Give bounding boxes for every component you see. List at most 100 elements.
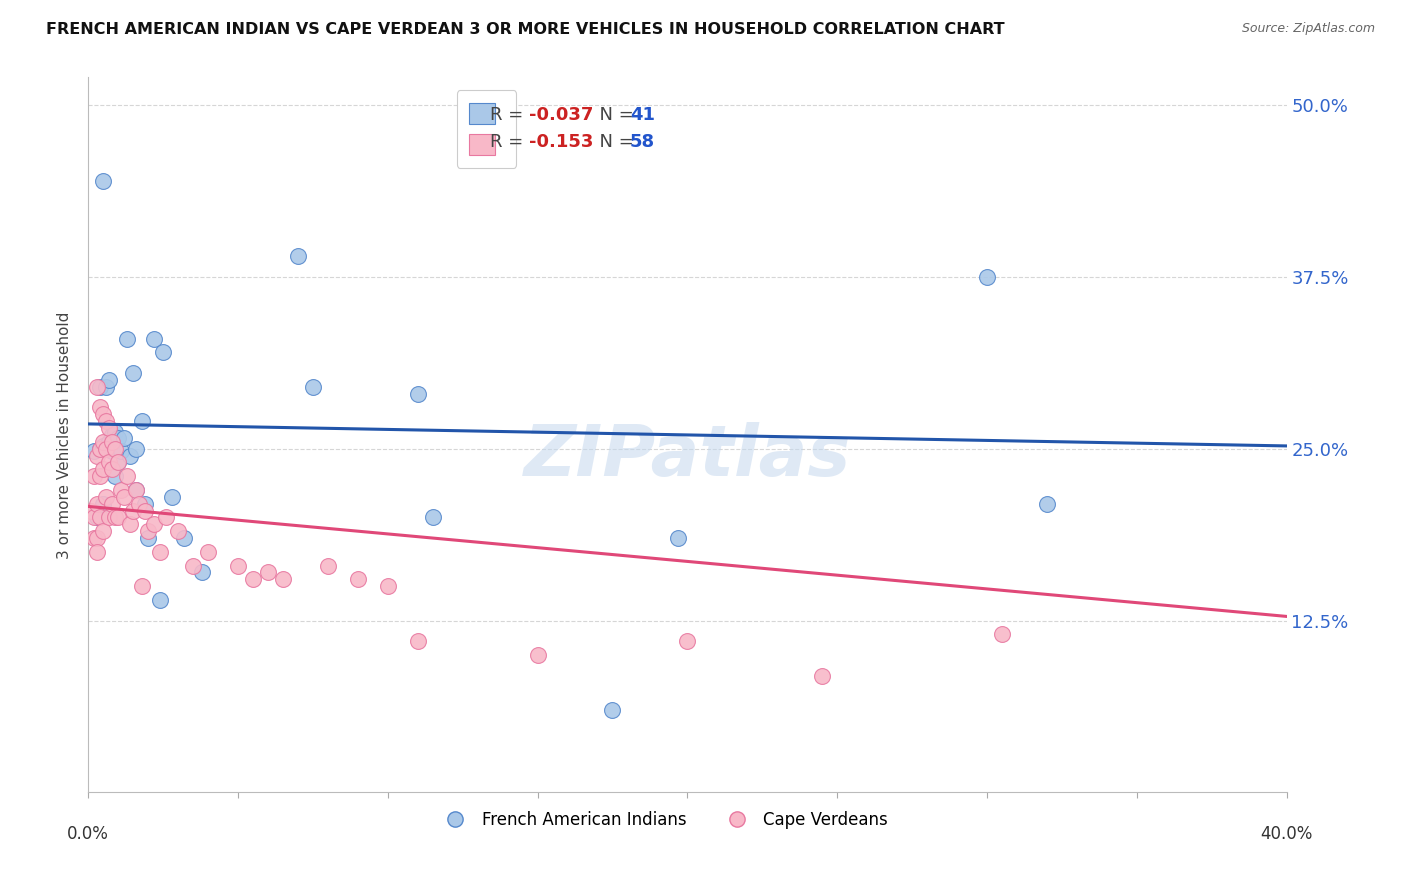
Point [181,558,204,573]
Point [676,634,699,648]
Point [94,490,117,504]
Point [101,428,124,442]
Point [89,380,111,394]
Point [242,572,264,586]
Point [101,444,124,458]
Point [167,524,190,538]
Point [346,572,368,586]
Point [91,497,114,511]
Point [91,434,114,449]
Point [110,483,132,497]
Point [120,449,142,463]
Point [197,545,219,559]
Legend: French American Indians, Cape Verdeans: French American Indians, Cape Verdeans [432,805,894,836]
Text: 41: 41 [630,105,655,124]
Y-axis label: 3 or more Vehicles in Household: 3 or more Vehicles in Household [58,311,72,558]
Point [89,401,111,415]
Point [91,524,114,538]
Point [155,510,177,524]
Text: Source: ZipAtlas.com: Source: ZipAtlas.com [1241,22,1375,36]
Text: -0.037: -0.037 [529,105,593,124]
Point [101,497,124,511]
Point [125,442,148,456]
Point [406,634,429,648]
Point [83,444,105,458]
Point [98,421,121,435]
Point [143,517,166,532]
Point [257,566,280,580]
Point [602,703,624,717]
Text: N =: N = [588,105,640,124]
Point [406,386,429,401]
Point [83,469,105,483]
Point [86,545,108,559]
Point [107,455,129,469]
Point [89,510,111,524]
Point [94,442,117,456]
Point [173,531,195,545]
Point [112,431,135,445]
Point [91,173,114,187]
Point [131,414,153,428]
Point [98,373,121,387]
Point [86,380,108,394]
Point [107,510,129,524]
Point [136,524,159,538]
Point [422,510,444,524]
Point [89,469,111,483]
Point [83,510,105,524]
Point [94,380,117,394]
Point [101,462,124,476]
Point [302,380,325,394]
Point [110,444,132,458]
Point [125,483,148,497]
Point [191,566,214,580]
Point [86,497,108,511]
Point [128,497,150,511]
Point [86,531,108,545]
Point [104,442,127,456]
Point [94,414,117,428]
Point [86,449,108,463]
Point [91,439,114,453]
Point [143,332,166,346]
Point [122,503,145,517]
Point [271,572,294,586]
Point [94,442,117,456]
Point [112,490,135,504]
Point [98,510,121,524]
Point [83,531,105,545]
Text: 58: 58 [630,133,655,151]
Point [134,497,156,511]
Point [91,407,114,421]
Text: -0.153: -0.153 [529,133,593,151]
Point [152,345,174,359]
Text: 0.0%: 0.0% [67,824,110,843]
Point [526,648,548,662]
Point [80,503,103,517]
Point [976,269,998,284]
Point [125,483,148,497]
Point [316,558,339,573]
Point [120,517,142,532]
Point [89,442,111,456]
Point [811,668,834,682]
Point [1036,497,1059,511]
Point [89,442,111,456]
Point [134,503,156,517]
Text: R =: R = [489,105,529,124]
Text: R =: R = [489,133,529,151]
Point [104,425,127,440]
Point [149,593,172,607]
Text: ZIPatlas: ZIPatlas [523,422,851,491]
Point [149,545,172,559]
Text: 40.0%: 40.0% [1260,824,1313,843]
Point [131,579,153,593]
Point [98,434,121,449]
Point [377,579,399,593]
Point [98,455,121,469]
Point [226,558,249,573]
Point [115,332,138,346]
Point [991,627,1014,641]
Point [122,366,145,380]
